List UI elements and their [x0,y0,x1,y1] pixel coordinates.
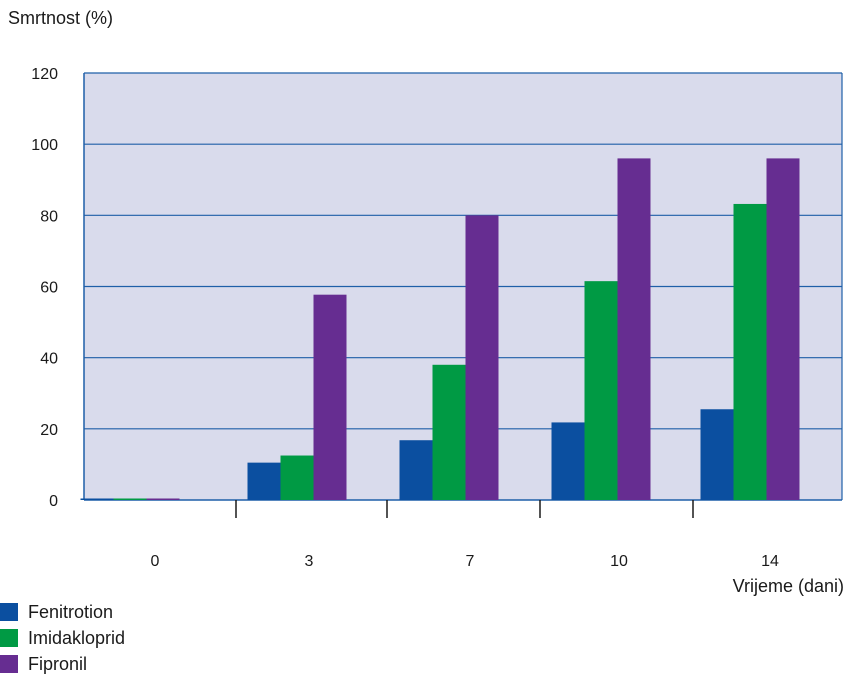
bar-imidakloprid-0 [113,498,147,500]
y-tick-label: 100 [31,137,58,154]
bar-fenitrotion-0 [80,498,114,500]
legend-swatch [0,629,18,647]
y-tick-label: 40 [40,351,58,368]
y-tick-label: 20 [40,422,58,439]
legend-label: Imidakloprid [28,628,126,648]
x-tick-label: 3 [305,553,314,570]
x-tick-label: 10 [610,553,628,570]
legend-swatch [0,655,18,673]
bar-fipronil-7 [465,215,499,501]
x-tick-label: 0 [151,553,160,570]
bar-fenitrotion-7 [399,440,433,500]
x-tick-label: 7 [466,553,475,570]
legend-label: Fenitrotion [28,602,114,622]
y-tick-label: 120 [31,66,58,83]
y-tick-label: 80 [40,208,58,225]
y-tick-label: 0 [49,493,58,510]
y-tick-label: 60 [40,280,58,297]
bar-imidakloprid-7 [432,364,466,500]
bar-fenitrotion-14 [700,409,734,500]
y-axis-label: Smrtnost (%) [8,8,114,28]
bar-fipronil-3 [313,294,347,500]
bar-fipronil-14 [766,158,800,500]
bar-imidakloprid-3 [280,455,314,500]
legend-swatch [0,603,18,621]
bar-fenitrotion-10 [551,422,585,500]
x-tick-label: 14 [761,553,779,570]
bar-fenitrotion-3 [247,462,281,500]
x-axis-label: Vrijeme (dani) [732,576,844,596]
bar-fipronil-10 [617,158,651,500]
legend-label: Fipronil [28,654,88,674]
bar-imidakloprid-10 [584,281,618,500]
bar-imidakloprid-14 [733,203,767,501]
bar-fipronil-0 [146,498,180,500]
